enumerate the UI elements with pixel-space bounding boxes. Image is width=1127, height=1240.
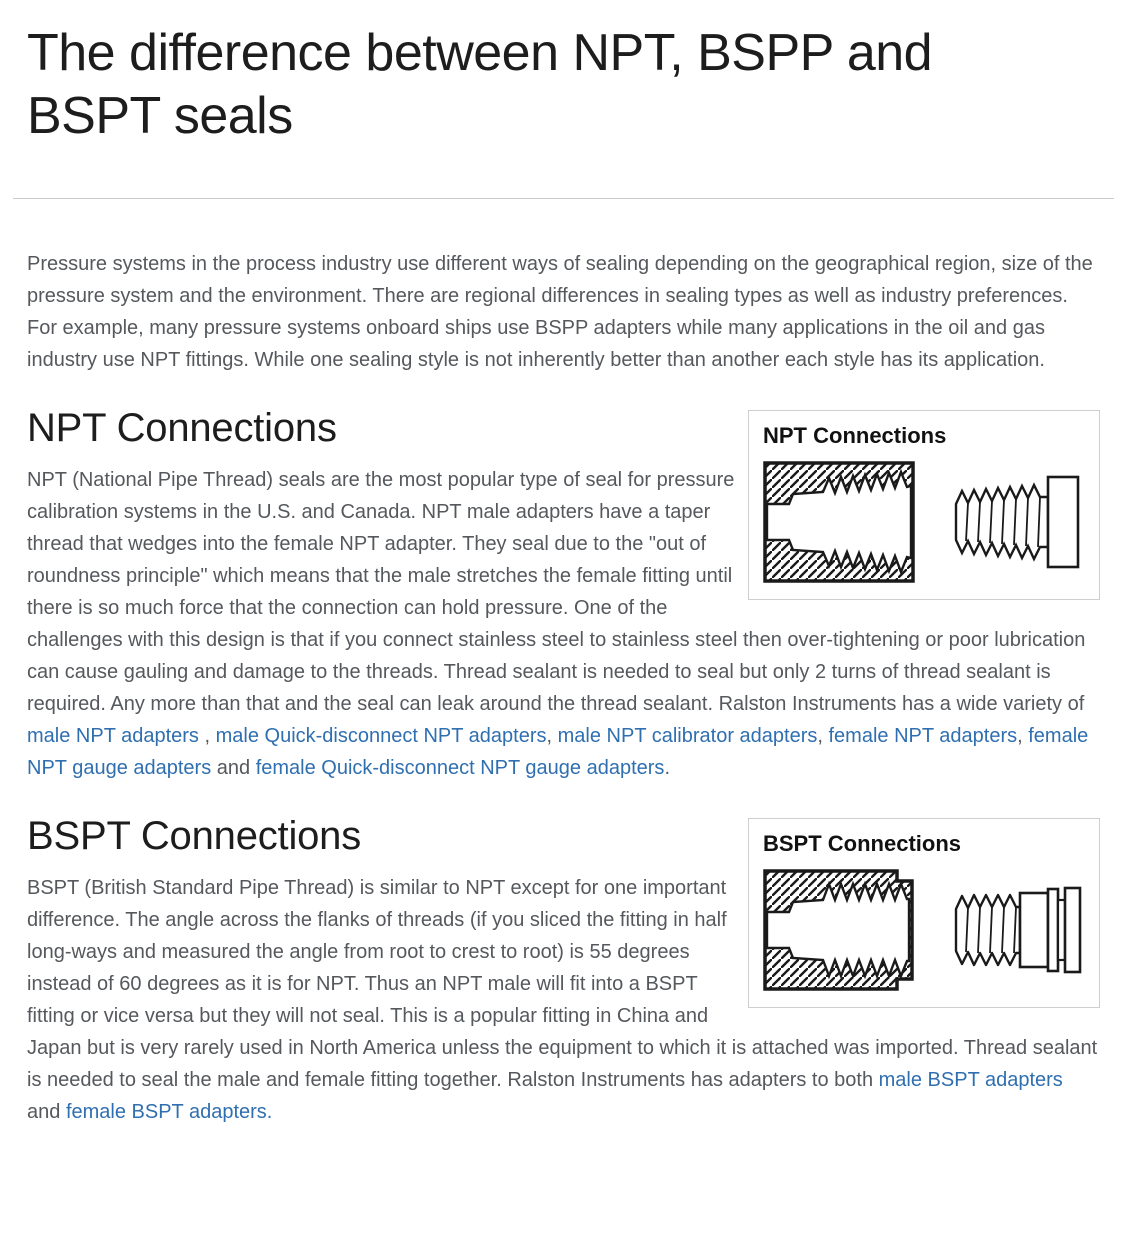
inline-link[interactable]: male Quick-disconnect NPT adapters bbox=[215, 724, 547, 747]
section-npt: NPT Connections bbox=[27, 404, 1100, 784]
paragraph-text: and bbox=[27, 1100, 66, 1123]
paragraph-text: BSPT (British Standard Pipe Thread) is s… bbox=[27, 876, 1098, 1091]
npt-figure-title: NPT Connections bbox=[763, 422, 947, 448]
section-bspt: BSPT Connections bbox=[27, 812, 1100, 1128]
paragraph-text: , bbox=[546, 724, 558, 747]
inline-link[interactable]: female BSPT adapters. bbox=[65, 1100, 273, 1123]
paragraph-text: and bbox=[211, 756, 256, 779]
npt-heading: NPT Connections bbox=[27, 405, 337, 450]
inline-link[interactable]: female Quick-disconnect NPT gauge adapte… bbox=[255, 756, 665, 779]
bspt-heading: BSPT Connections bbox=[27, 813, 362, 858]
inline-link[interactable]: female NPT adapters bbox=[828, 724, 1018, 747]
inline-link[interactable]: female NPT gauge adapters bbox=[27, 724, 1089, 779]
page-title: The difference between NPT, BSPP and BSP… bbox=[27, 24, 933, 145]
intro-paragraph: Pressure systems in the process industry… bbox=[27, 252, 1093, 371]
bspt-drawings bbox=[761, 867, 1087, 991]
inline-link[interactable]: male BSPT adapters bbox=[878, 1068, 1063, 1091]
male-bspt-fitting-drawing bbox=[954, 886, 1082, 974]
paragraph-text: . bbox=[664, 756, 670, 779]
bspt-figure-title: BSPT Connections bbox=[763, 830, 962, 856]
female-npt-fitting-drawing bbox=[763, 461, 915, 583]
inline-link[interactable]: male NPT adapters bbox=[27, 724, 199, 747]
paragraph-text: NPT (National Pipe Thread) seals are the… bbox=[27, 468, 1086, 715]
female-bspt-fitting-drawing bbox=[763, 869, 914, 991]
paragraph-text: , bbox=[817, 724, 829, 747]
male-npt-fitting-drawing bbox=[954, 475, 1080, 569]
bspt-figure: BSPT Connections bbox=[748, 817, 1100, 1008]
bspt-paragraph: BSPT (British Standard Pipe Thread) is s… bbox=[27, 872, 1100, 1128]
paragraph-text: , bbox=[1017, 724, 1029, 747]
article-page: The difference between NPT, BSPP and BSP… bbox=[13, 24, 1114, 1128]
inline-link[interactable]: male NPT calibrator adapters bbox=[557, 724, 818, 747]
npt-paragraph: NPT (National Pipe Thread) seals are the… bbox=[27, 464, 1100, 784]
paragraph-text: , bbox=[198, 724, 216, 747]
npt-figure: NPT Connections bbox=[748, 409, 1100, 600]
title-divider bbox=[13, 197, 1114, 199]
npt-drawings bbox=[761, 459, 1087, 583]
